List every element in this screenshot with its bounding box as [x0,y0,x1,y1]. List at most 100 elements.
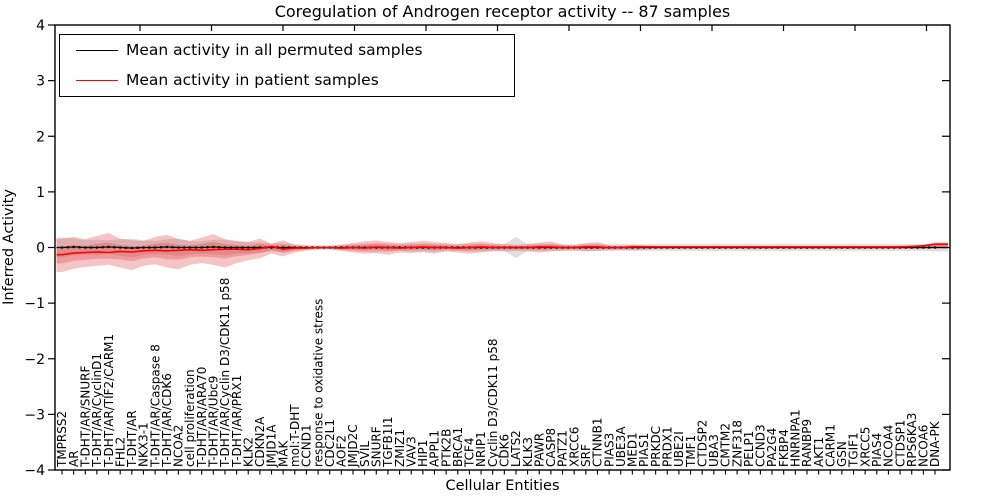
entity-label: T-DHT/AR/CDK6 [160,373,174,468]
entity-label: CCND1 [300,424,314,467]
y-tick-label: −3 [24,407,45,423]
y-tick-label: 4 [36,18,45,34]
entity-label: MED1 [626,432,640,467]
entity-label: T-DHT/AR/ARA70 [195,367,209,468]
x-axis-title: Cellular Entities [445,478,560,494]
entity-label: PELP1 [742,431,756,467]
entity-label: mol:T-DHT [288,404,302,467]
entity-label: T-DHT/AR/Cyclin D3/CDK11 p58 [218,278,232,468]
entity-label: TGIF1 [847,432,861,468]
chart-title: Coregulation of Androgen receptor activi… [274,2,731,21]
x-axis-ticks [61,470,936,475]
entity-label: ZMIZ1 [393,429,407,467]
entity-label: NKX3-1 [137,422,151,467]
entity-label: T-DHT/AR [125,410,139,468]
entity-label: VAV3 [404,436,418,467]
y-axis-ticks: 4 3 2 1 0 −1 −2 −3 −4 [24,18,950,479]
entity-label: HNRNPA1 [789,409,803,467]
entity-label: ZNF318 [730,420,744,467]
entity-label: response to oxidative stress [311,299,325,467]
entity-label: SNURF [369,426,383,467]
top-axis-ticks [139,25,928,31]
entity-label: BRCA1 [451,427,465,467]
entity-label: T-DHT/AR/TIF2/CARM1 [102,334,116,468]
entity-label: XRCC5 [858,427,872,467]
entity-label: PRDX1 [660,426,674,467]
entity-label: TGFB1I1 [381,416,395,468]
y-tick-label: −2 [24,352,45,368]
entity-label: AR [67,450,81,467]
entity-label: cell proliferation [183,369,197,467]
entity-label: FKBP4 [777,429,791,467]
entity-label: T-DHT/AR/Caspase 8 [148,344,162,468]
entity-label: GSN [835,441,849,467]
entity-label: CDK6 [498,434,512,467]
entity-label: KLK2 [241,437,255,467]
entity-label: NRIP1 [474,431,488,467]
entity-label: PIAS3 [602,433,616,467]
entity-label: T-DHT/AR/PRX1 [230,375,244,468]
entity-label: T-DHT/AR/Ubc9 [207,376,221,468]
entity-label: NCOA6 [917,425,931,467]
y-tick-label: −1 [24,296,45,312]
y-tick-label: −4 [24,463,45,479]
entity-label: SRF [579,444,593,467]
entity-label: CTDSP2 [695,420,709,467]
legend-label-patient: Mean activity in patient samples [126,70,379,89]
entity-label: NCOA4 [882,425,896,467]
legend: Mean activity in all permuted samples Me… [59,34,515,97]
entity-label: CTNNB1 [591,417,605,467]
entity-label: UBA3 [707,434,721,467]
y-tick-label: 3 [36,74,45,90]
patient-mean-line [56,243,948,256]
permuted-line-swatch-icon [76,50,118,51]
y-tick-label: 2 [36,129,45,145]
entity-label: MAK [276,439,290,467]
entity-label: CTDSP1 [893,420,907,467]
y-tick-label: 0 [36,241,45,257]
entity-label: DNA-PK [928,420,942,467]
entity-label: CMTM2 [719,423,733,467]
entity-label: Cyclin D3/CDK11 p58 [486,338,500,467]
entity-label: PAWR [532,433,546,467]
entity-label: HIP1 [416,440,430,467]
entity-label: AOF2 [335,435,349,467]
entity-label: T-DHT/AR/CyclinD1 [90,353,104,468]
y-tick-label: 1 [36,185,45,201]
entity-label: TMF1 [684,435,698,468]
entity-label: CDC2L1 [323,419,337,467]
entity-label: PATZ1 [556,430,570,467]
x-entity-labels: TMPRSS2ART-DHT/AR/SNURFT-DHT/AR/CyclinD1… [55,278,942,468]
entity-label: JMJD1A [265,424,279,468]
patient-line-swatch-icon [76,80,118,81]
entity-label: TCF4 [463,437,477,468]
entity-label: UBE3A [614,426,628,467]
entity-label: RANBP9 [800,419,814,467]
patient-std-band [56,233,948,272]
entity-label: LATS2 [509,430,523,467]
entity-label: PTK2B [439,429,453,467]
legend-item-patient: Mean activity in patient samples [76,69,514,93]
entity-label: KLK3 [521,437,535,467]
entity-label: FHL2 [113,437,127,467]
entity-label: CASP8 [544,428,558,467]
entity-label: CDKN2A [253,416,267,467]
legend-item-permuted: Mean activity in all permuted samples [76,39,514,63]
entity-label: XRCC6 [567,427,581,467]
entity-label: TMPRSS2 [55,411,69,468]
entity-label: PRKDC [649,426,663,467]
entity-label: PA2G4 [765,428,779,467]
entity-label: T-DHT/AR/SNURF [78,366,92,469]
entity-label: RPS6KA3 [905,413,919,467]
entity-label: NCOA2 [172,425,186,467]
entity-label: SVIL [358,441,372,467]
legend-label-permuted: Mean activity in all permuted samples [126,40,423,59]
entity-label: CARM1 [823,424,837,467]
entity-label: CCND3 [754,424,768,467]
entity-label: PIAS4 [870,433,884,467]
entity-label: PIAS1 [637,433,651,467]
entity-label: UBE2I [672,431,686,467]
entity-label: AKT1 [812,437,826,467]
